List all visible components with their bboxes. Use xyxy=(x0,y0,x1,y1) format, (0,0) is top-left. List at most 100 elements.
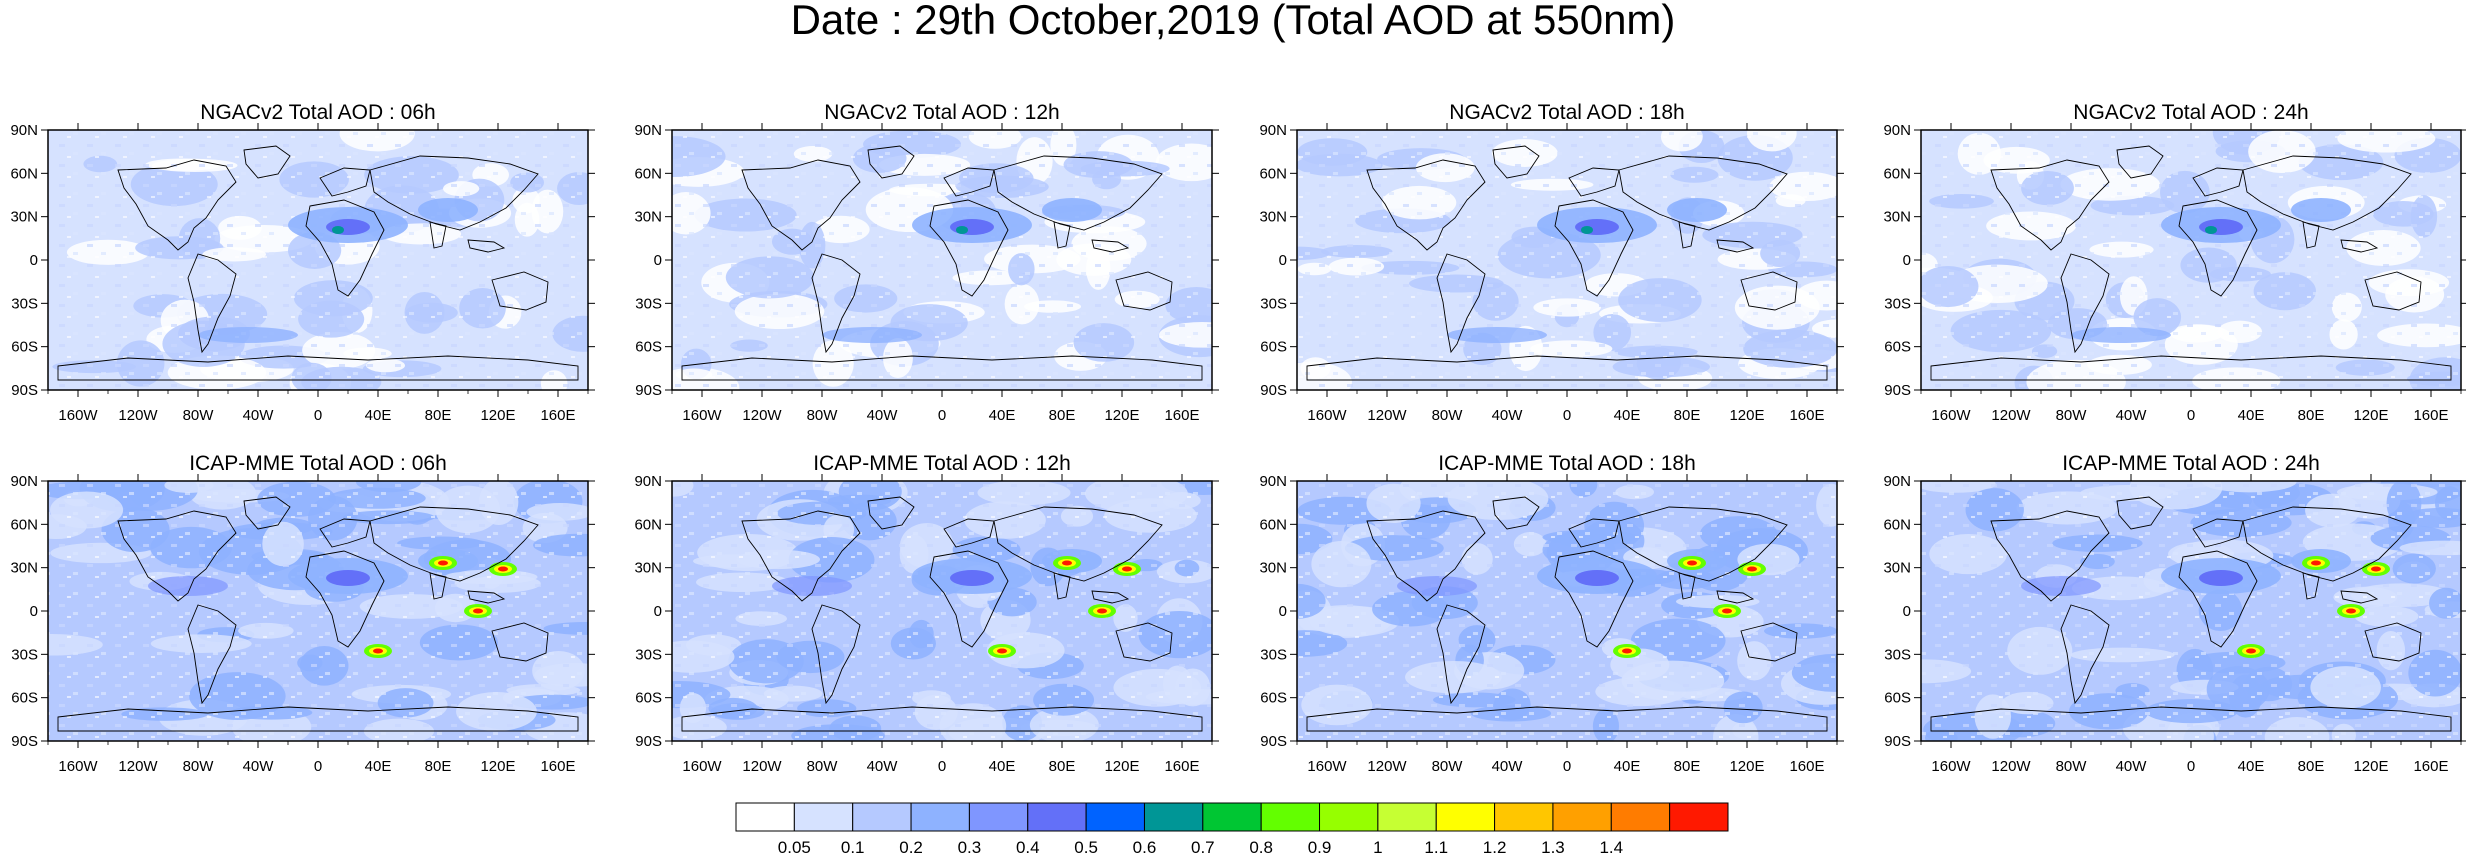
colorbar-label: 0.8 xyxy=(1249,838,1273,853)
lon-label: 40E xyxy=(989,758,1016,775)
lat-label: 90N xyxy=(1259,473,1287,490)
lon-label: 120W xyxy=(1367,758,1407,775)
lon-label: 120W xyxy=(118,407,158,424)
map-panel-4: NGACv2 Total AOD : 24h 90N 60N 30N 0 30S 60S 90… xyxy=(1883,101,2466,424)
map-panel-1: NGACv2 Total AOD : 06h 90N 60N 30N 0 30S 60S 90… xyxy=(10,101,595,424)
panel-title: NGACv2 Total AOD : 24h xyxy=(2073,101,2308,124)
lon-label: 120W xyxy=(1991,407,2031,424)
map-panel-2: NGACv2 Total AOD : 12h 90N 60N 30N 0 30S 60S 90… xyxy=(634,101,1219,424)
colorbar-swatch xyxy=(852,802,912,832)
lon-label: 160W xyxy=(682,407,722,424)
lon-label: 40W xyxy=(243,758,275,775)
lon-label: 80E xyxy=(1049,758,1076,775)
panel-title: NGACv2 Total AOD : 06h xyxy=(200,101,435,124)
lon-label: 40E xyxy=(2238,407,2265,424)
lat-label: 60N xyxy=(634,165,662,182)
lat-label: 30N xyxy=(1883,560,1911,577)
lon-label: 40W xyxy=(2116,758,2148,775)
lat-label: 30S xyxy=(1260,295,1287,312)
colorbar-swatch xyxy=(735,802,795,832)
lat-label: 60N xyxy=(1259,516,1287,533)
lat-label: 90N xyxy=(634,473,662,490)
lon-label: 120W xyxy=(1991,758,2031,775)
lon-label: 80W xyxy=(183,407,215,424)
lon-label: 160E xyxy=(1789,407,1824,424)
lon-label: 80W xyxy=(807,758,839,775)
panel-title: NGACv2 Total AOD : 18h xyxy=(1449,101,1684,124)
lon-label: 40E xyxy=(1614,407,1641,424)
lat-label: 0 xyxy=(654,603,662,620)
lat-label: 90S xyxy=(11,733,38,750)
map-panel-3: NGACv2 Total AOD : 18h 90N 60N 30N 0 30S 60S 90… xyxy=(1259,101,1844,424)
lon-label: 80E xyxy=(2298,407,2325,424)
lon-label: 80E xyxy=(1674,758,1701,775)
lon-label: 80W xyxy=(1432,758,1464,775)
figure-title: Date : 29th October,2019 (Total AOD at 5… xyxy=(790,0,1676,43)
aod-field xyxy=(672,481,1212,741)
colorbar-swatch xyxy=(1377,802,1437,832)
map-panel-6: ICAP-MME Total AOD : 12h 90N 60N 30N 0 30S 60S… xyxy=(634,452,1219,775)
lon-label: 80E xyxy=(1049,407,1076,424)
lon-label: 120W xyxy=(1367,407,1407,424)
lat-label: 90N xyxy=(634,122,662,139)
colorbar-label: 0.1 xyxy=(841,838,865,853)
lat-label: 30N xyxy=(10,560,38,577)
lat-label: 0 xyxy=(30,603,38,620)
lon-label: 120E xyxy=(480,407,515,424)
lon-label: 0 xyxy=(938,758,946,775)
aod-field xyxy=(1921,130,2461,390)
lon-label: 40W xyxy=(867,407,899,424)
lat-label: 0 xyxy=(1279,252,1287,269)
lat-label: 90S xyxy=(1260,382,1287,399)
lat-label: 30S xyxy=(1884,646,1911,663)
lat-label: 30N xyxy=(634,560,662,577)
lat-label: 60S xyxy=(1884,690,1911,707)
lat-label: 30N xyxy=(1883,209,1911,226)
lon-label: 40W xyxy=(1492,758,1524,775)
lon-label: 80W xyxy=(807,407,839,424)
lat-label: 30S xyxy=(11,295,38,312)
lat-label: 60S xyxy=(635,690,662,707)
colorbar-swatch xyxy=(1435,802,1496,832)
lon-label: 0 xyxy=(314,407,322,424)
lon-label: 160E xyxy=(540,407,575,424)
lon-label: 120E xyxy=(1729,407,1764,424)
lat-label: 30N xyxy=(1259,560,1287,577)
lat-label: 30N xyxy=(634,209,662,226)
map-panel-7: ICAP-MME Total AOD : 18h 90N 60N 30N 0 30S 60S… xyxy=(1259,452,1844,775)
lon-label: 80E xyxy=(2298,758,2325,775)
colorbar-swatch xyxy=(1669,802,1729,832)
lat-label: 90S xyxy=(635,733,662,750)
colorbar-label: 0.05 xyxy=(778,838,811,853)
lon-label: 160E xyxy=(1164,407,1199,424)
lon-label: 40W xyxy=(243,407,275,424)
colorbar-label: 1 xyxy=(1373,838,1382,853)
lon-label: 40E xyxy=(989,407,1016,424)
colorbar-swatch xyxy=(1027,802,1087,832)
lon-label: 160W xyxy=(1307,407,1347,424)
colorbar-swatch xyxy=(1319,802,1379,832)
lat-label: 90N xyxy=(1883,122,1911,139)
lon-label: 40E xyxy=(2238,758,2265,775)
panel-title: NGACv2 Total AOD : 12h xyxy=(824,101,1059,124)
lon-label: 120E xyxy=(2353,758,2388,775)
panels-layer: NGACv2 Total AOD : 06h 90N 60N 30N 0 30S 60S 90… xyxy=(10,101,2466,775)
colorbar-label: 1.3 xyxy=(1541,838,1565,853)
lat-label: 60S xyxy=(11,339,38,356)
lat-label: 90S xyxy=(1884,382,1911,399)
lon-label: 160W xyxy=(58,758,98,775)
aod-field xyxy=(672,130,1212,390)
lon-label: 120W xyxy=(742,407,782,424)
lat-label: 90N xyxy=(10,122,38,139)
colorbar-label: 0.4 xyxy=(1016,838,1040,853)
lon-label: 120E xyxy=(480,758,515,775)
aod-field xyxy=(48,481,588,741)
lon-label: 40E xyxy=(365,407,392,424)
lon-label: 80W xyxy=(183,758,215,775)
lon-label: 120W xyxy=(118,758,158,775)
lat-label: 90N xyxy=(1259,122,1287,139)
lon-label: 120E xyxy=(1104,407,1139,424)
colorbar-label: 0.2 xyxy=(899,838,923,853)
colorbar-swatch xyxy=(793,802,854,832)
